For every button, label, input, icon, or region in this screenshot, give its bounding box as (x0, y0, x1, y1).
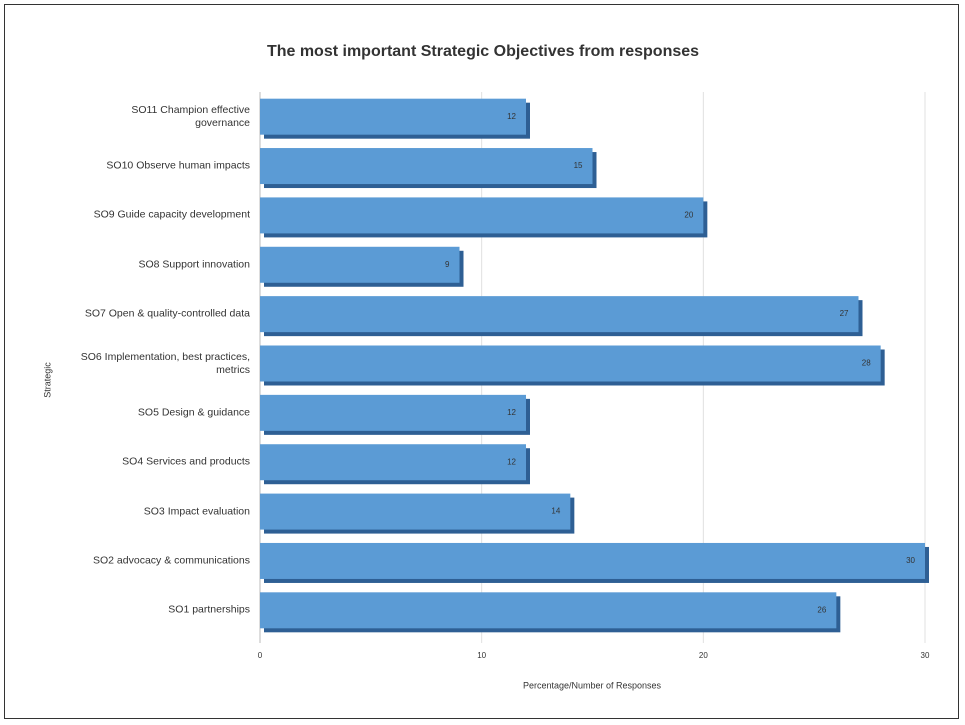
x-tick-label: 10 (477, 651, 486, 660)
bar (260, 444, 526, 481)
bar (260, 148, 593, 185)
data-label: 12 (507, 112, 516, 121)
chart-title: The most important Strategic Objectives … (267, 43, 699, 60)
y-tick-label: SO1 partnerships (168, 603, 250, 616)
data-label: 30 (906, 556, 915, 565)
x-axis-label: Percentage/Number of Responses (523, 680, 662, 690)
y-tick-label: SO9 Guide capacity development (93, 208, 250, 221)
bar (260, 296, 859, 333)
data-label: 12 (507, 408, 516, 417)
y-tick-label: SO10 Observe human impacts (106, 159, 250, 172)
y-tick-label: SO7 Open & quality-controlled data (84, 307, 250, 320)
bar (260, 592, 837, 629)
bar (260, 246, 460, 283)
y-tick-label: SO3 Impact evaluation (143, 505, 250, 518)
x-tick-label: 30 (921, 651, 930, 660)
x-tick-label: 20 (699, 651, 708, 660)
data-label: 12 (507, 457, 516, 466)
chart-frame (4, 4, 959, 719)
bar (260, 542, 925, 579)
y-tick-label: SO11 Champion effective governance (131, 103, 250, 129)
y-tick-label: SO6 Implementation, best practices, metr… (80, 350, 250, 376)
bar (260, 197, 704, 234)
bar (260, 493, 571, 530)
data-label: 15 (574, 161, 583, 170)
data-label: 27 (840, 309, 849, 318)
bar (260, 98, 526, 135)
bar (260, 345, 881, 382)
bar (260, 394, 526, 431)
y-axis-label: Strategic (42, 362, 52, 398)
data-label: 9 (445, 260, 450, 269)
data-label: 28 (862, 359, 871, 368)
data-label: 14 (551, 507, 560, 516)
y-tick-label: SO8 Support innovation (138, 258, 251, 271)
y-tick-label: SO5 Design & guidance (137, 406, 250, 419)
data-label: 20 (684, 211, 693, 220)
x-tick-label: 0 (258, 651, 263, 660)
y-tick-label: SO4 Services and products (122, 455, 250, 468)
y-tick-label: SO2 advocacy & communications (93, 554, 250, 567)
data-label: 26 (817, 605, 826, 614)
